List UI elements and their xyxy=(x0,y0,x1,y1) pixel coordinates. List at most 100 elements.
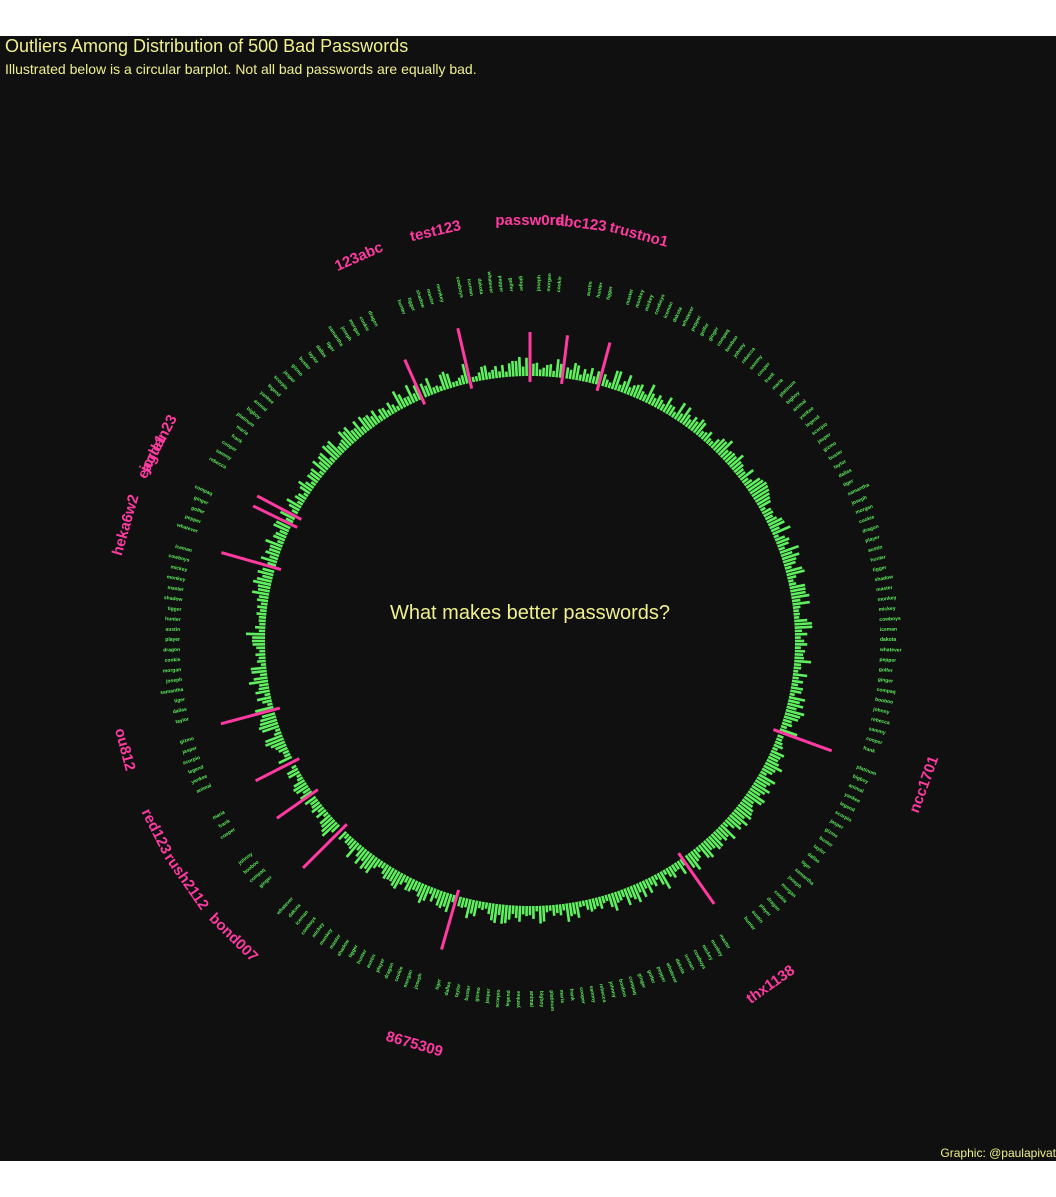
minor-label: bigboy xyxy=(852,774,870,786)
minor-label: legend xyxy=(187,764,204,775)
minor-label: gizmo xyxy=(474,987,482,1002)
bar xyxy=(745,477,761,490)
bar xyxy=(330,823,341,833)
bar xyxy=(717,826,729,838)
bar xyxy=(258,615,267,620)
bar xyxy=(318,461,329,471)
minor-label: monkey xyxy=(166,574,186,583)
minor-label: samantha xyxy=(160,687,184,696)
bar xyxy=(477,901,482,909)
bar xyxy=(306,474,319,484)
outlier-bar-test123 xyxy=(456,327,474,389)
bar xyxy=(463,898,469,908)
minor-label: mickey xyxy=(644,294,655,312)
bar xyxy=(782,718,793,724)
bar xyxy=(256,598,269,603)
bar xyxy=(782,556,797,564)
bar xyxy=(416,883,425,898)
bar xyxy=(719,449,729,459)
bar xyxy=(256,659,266,663)
bar xyxy=(445,373,453,389)
outlier-bar-heka6w2 xyxy=(221,551,282,572)
minor-label: tigger xyxy=(605,286,614,301)
bar xyxy=(435,890,444,907)
minor-label: sammy xyxy=(868,726,886,736)
outlier-label-trustno1: trustno1 xyxy=(608,219,670,251)
bar xyxy=(779,544,800,555)
bar xyxy=(518,905,522,922)
minor-label: gizmo xyxy=(179,736,195,746)
bar xyxy=(258,686,270,691)
bar xyxy=(422,885,431,902)
bar xyxy=(607,382,612,389)
bar xyxy=(769,752,781,760)
chart-subtitle: Illustrated below is a circular barplot.… xyxy=(5,61,477,77)
outlier-label-rush2112: rush2112 xyxy=(161,850,212,913)
bar xyxy=(584,373,590,383)
bar xyxy=(276,539,285,545)
minor-label: hunter xyxy=(596,282,605,298)
minor-label: tiger xyxy=(174,697,186,705)
bar xyxy=(588,367,595,384)
bar xyxy=(786,705,797,711)
bar xyxy=(662,397,673,413)
bar xyxy=(626,386,632,396)
bar xyxy=(770,526,780,533)
minor-label: cowboys xyxy=(879,616,901,623)
minor-label: jasper xyxy=(181,745,198,756)
bar xyxy=(604,894,609,902)
bar xyxy=(710,438,721,449)
minor-label: golfer xyxy=(507,277,514,291)
bar xyxy=(756,496,771,506)
bar xyxy=(722,450,733,461)
bar xyxy=(260,715,277,723)
bar xyxy=(724,452,736,463)
bar xyxy=(336,445,345,454)
bar xyxy=(457,896,463,907)
bar xyxy=(647,877,654,886)
bar xyxy=(310,480,317,487)
bar xyxy=(432,386,437,394)
bar xyxy=(390,870,401,887)
bar xyxy=(626,886,633,899)
minor-label: ginger xyxy=(193,495,209,506)
outlier-bar-ou812 xyxy=(220,706,281,726)
bar xyxy=(320,816,334,828)
bar xyxy=(451,381,456,388)
chart-panel: Outliers Among Distribution of 500 Bad P… xyxy=(0,36,1056,1161)
minor-label: dragon xyxy=(862,524,880,535)
bar xyxy=(722,821,729,828)
bar xyxy=(769,520,785,530)
bar xyxy=(668,865,678,879)
bar xyxy=(442,892,450,908)
minor-label: booboo xyxy=(617,978,627,997)
bar xyxy=(354,848,368,865)
bar xyxy=(517,356,522,377)
minor-label: johnny xyxy=(607,980,617,999)
bar xyxy=(317,806,325,813)
bar xyxy=(258,682,269,687)
bar xyxy=(471,376,476,383)
bar xyxy=(697,844,711,859)
bar xyxy=(372,858,381,869)
bar xyxy=(753,781,771,795)
bar xyxy=(588,898,594,912)
bar xyxy=(353,427,363,438)
minor-label: austin xyxy=(365,953,377,969)
bar xyxy=(340,439,350,449)
bar xyxy=(647,393,656,405)
bar xyxy=(719,823,736,840)
minor-label: morgan xyxy=(546,273,553,292)
outlier-label-123abc: 123abc xyxy=(332,239,385,275)
bar xyxy=(613,371,623,391)
bar xyxy=(581,368,587,382)
minor-label: master xyxy=(167,585,184,593)
bar xyxy=(784,565,792,570)
minor-label: iceman xyxy=(880,627,897,633)
minor-label: morgan xyxy=(163,667,182,675)
minor-label: cowboys xyxy=(454,276,464,298)
bar xyxy=(295,784,309,795)
bar xyxy=(451,894,456,903)
outlier-bar-bond007 xyxy=(301,823,348,870)
bar xyxy=(322,811,329,818)
